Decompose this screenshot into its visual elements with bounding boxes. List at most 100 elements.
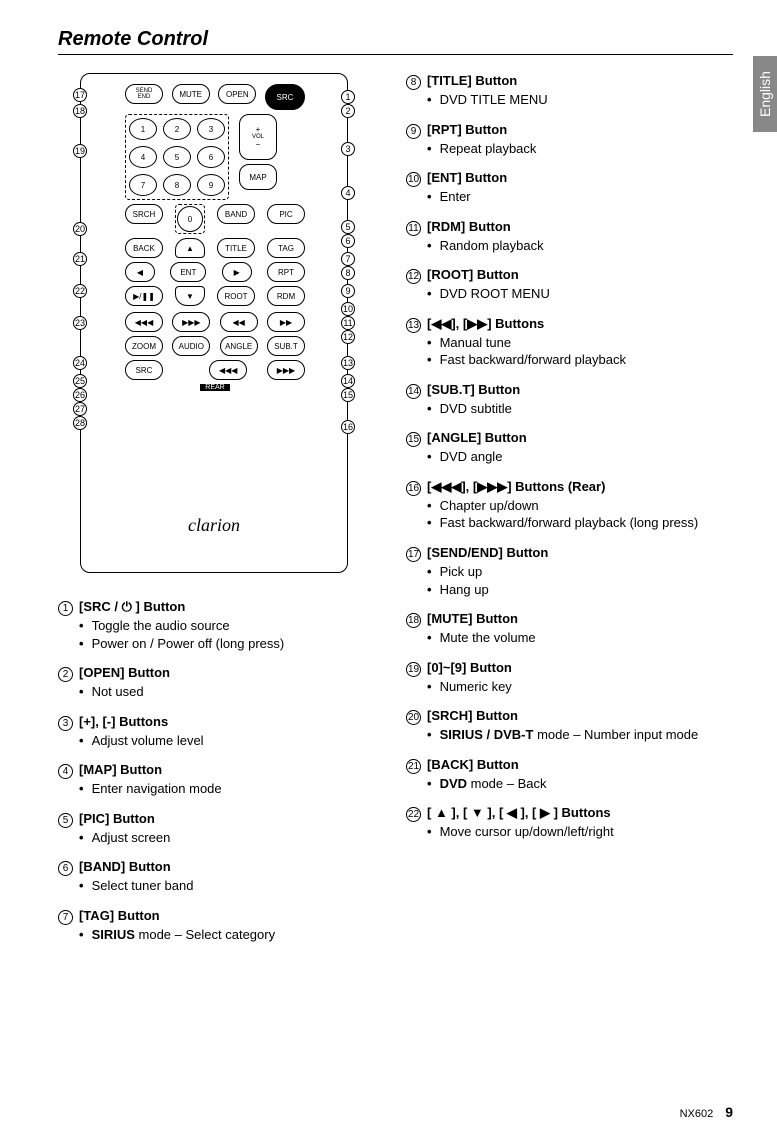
callout-2: 2 [341, 104, 355, 118]
item-bullet: •Pick up [427, 563, 733, 581]
item-title: [SUB.T] Button [427, 382, 520, 397]
bullet-dot: • [79, 877, 84, 895]
item-title: [◀◀], [▶▶] Buttons [427, 316, 544, 332]
item-number: 18 [406, 613, 421, 628]
bullet-dot: • [427, 629, 432, 647]
item-number: 7 [58, 910, 73, 925]
item-bullet: • Move cursor up/down/left/right [427, 823, 733, 841]
zoom-button: ZOOM [125, 336, 163, 356]
num-8: 8 [163, 174, 191, 196]
bullet-dot: • [79, 732, 84, 750]
mute-button: MUTE [172, 84, 210, 104]
bullet-dot: • [427, 351, 432, 369]
description-item: 4[MAP] Button•Enter navigation mode [58, 762, 370, 798]
angle-button: ANGLE [220, 336, 258, 356]
callout-20: 20 [73, 222, 87, 236]
description-item: 19[0]~[9] Button•Numeric key [406, 660, 733, 696]
callout-17: 17 [73, 88, 87, 102]
bullet-dot: • [427, 448, 432, 466]
callout-25: 25 [73, 374, 87, 388]
item-number: 16 [406, 481, 421, 496]
description-item: 6[BAND] Button•Select tuner band [58, 859, 370, 895]
bullet-dot: • [427, 140, 432, 158]
down-arrow: ▼ [175, 286, 205, 306]
description-item: 5[PIC] Button•Adjust screen [58, 811, 370, 847]
bullet-text: Enter [440, 188, 471, 206]
bullet-text: Manual tune [440, 334, 512, 352]
item-number: 20 [406, 710, 421, 725]
item-number: 1 [58, 601, 73, 616]
bullet-text: SIRIUS / DVB-T mode – Number input mode [440, 726, 699, 744]
num-1: 1 [129, 118, 157, 140]
description-item: 3[+], [-] Buttons•Adjust volume level [58, 714, 370, 750]
item-title: [◀◀◀], [▶▶▶] Buttons (Rear) [427, 479, 605, 495]
page-title: Remote Control [58, 28, 733, 55]
item-bullet: •Chapter up/down [427, 497, 733, 515]
item-bullet: •Power on / Power off (long press) [79, 635, 370, 653]
item-title: [ENT] Button [427, 170, 507, 185]
callout-16: 16 [341, 420, 355, 434]
callout-26: 26 [73, 388, 87, 402]
callout-24: 24 [73, 356, 87, 370]
bullet-dot: • [79, 617, 84, 635]
bullet-text: Adjust volume level [92, 732, 204, 750]
item-bullet: •Fast backward/forward playback [427, 351, 733, 369]
item-bullet: • Enter [427, 188, 733, 206]
item-number: 17 [406, 547, 421, 562]
item-number: 8 [406, 75, 421, 90]
right-arrow: ▶ [222, 262, 252, 282]
item-title: [RDM] Button [427, 219, 511, 234]
description-item: 16 [◀◀◀], [▶▶▶] Buttons (Rear) •Chapter up… [406, 479, 733, 532]
up-arrow: ▲ [175, 238, 205, 258]
description-item: 21[BACK] Button•DVD mode – Back [406, 757, 733, 793]
item-bullet: •DVD ROOT MENU [427, 285, 733, 303]
src-rear-button: SRC [125, 360, 163, 380]
bullet-text: Numeric key [440, 678, 512, 696]
item-title: [ ▲ ], [ ▼ ], [ ◀ ], [ ▶ ] Buttons [427, 805, 611, 821]
item-number: 2 [58, 667, 73, 682]
item-title: [0]~[9] Button [427, 660, 512, 675]
item-bullet: • Adjust volume level [79, 732, 370, 750]
description-item: 11 [RDM] Button • Random playback [406, 219, 733, 255]
audio-button: AUDIO [172, 336, 210, 356]
rear-next: ▶▶▶ [267, 360, 305, 380]
bullet-text: DVD subtitle [440, 400, 512, 418]
description-item: 17[SEND/END] Button•Pick up•Hang up [406, 545, 733, 598]
brand-logo: clarion [81, 515, 347, 536]
rpt-button: RPT [267, 262, 305, 282]
subt-button: SUB.T [267, 336, 305, 356]
item-bullet: •Hang up [427, 581, 733, 599]
bullet-dot: • [79, 683, 84, 701]
callout-19: 19 [73, 144, 87, 158]
description-item: 2[OPEN] Button•Not used [58, 665, 370, 701]
ffwd-button: ▶▶ [267, 312, 305, 332]
callout-15: 15 [341, 388, 355, 402]
sendend-button: SENDEND [125, 84, 163, 104]
item-number: 22 [406, 807, 421, 822]
bullet-dot: • [427, 581, 432, 599]
item-bullet: •Adjust screen [79, 829, 370, 847]
num-0: 0 [177, 206, 203, 232]
page-number: 9 [725, 1104, 733, 1120]
bullet-dot: • [427, 237, 432, 255]
item-bullet: •Repeat playback [427, 140, 733, 158]
item-bullet: •Manual tune [427, 334, 733, 352]
bullet-text: Move cursor up/down/left/right [440, 823, 614, 841]
item-number: 12 [406, 269, 421, 284]
bullet-dot: • [79, 829, 84, 847]
item-bullet: •Not used [79, 683, 370, 701]
root-button: ROOT [217, 286, 255, 306]
description-item: 18[MUTE] Button•Mute the volume [406, 611, 733, 647]
bullet-text: Random playback [440, 237, 544, 255]
callout-11: 11 [341, 316, 355, 330]
description-item: 9[RPT] Button•Repeat playback [406, 122, 733, 158]
num-7: 7 [129, 174, 157, 196]
bullet-text: DVD angle [440, 448, 503, 466]
bullet-dot: • [427, 400, 432, 418]
bullet-text: Enter navigation mode [92, 780, 222, 798]
description-item: 10[ENT] Button•Enter [406, 170, 733, 206]
bullet-dot: • [427, 775, 432, 793]
item-number: 11 [406, 221, 421, 236]
bullet-dot: • [427, 188, 432, 206]
bullet-dot: • [427, 823, 432, 841]
